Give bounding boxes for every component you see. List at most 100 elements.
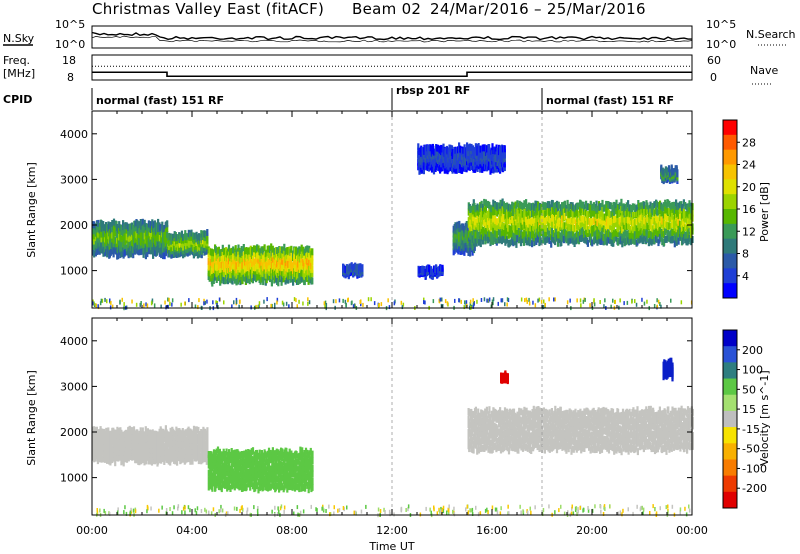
ground-scatter-cell — [442, 505, 445, 510]
echo-cell — [290, 252, 293, 260]
echo-cell — [311, 277, 314, 285]
echo-cell — [181, 430, 185, 438]
echo-cell — [667, 209, 670, 216]
echo-cell — [138, 447, 141, 455]
echo-cell — [567, 217, 570, 225]
echo-cell — [554, 238, 557, 246]
echo-cell — [606, 205, 610, 213]
colorbar-tick-label: 20 — [742, 181, 756, 194]
echo-cell — [671, 235, 674, 243]
echo-cell — [436, 153, 440, 161]
echo-cell — [166, 220, 169, 228]
echo-cell — [593, 217, 596, 225]
echo-cell — [155, 233, 158, 241]
echo-cell — [643, 209, 646, 217]
ground-scatter-cell — [473, 302, 475, 307]
echo-cell — [557, 236, 560, 244]
echo-cell — [100, 220, 103, 228]
ground-scatter-cell — [500, 506, 502, 511]
echo-cell — [114, 459, 117, 467]
echo-cell — [166, 225, 169, 232]
echo-cell — [451, 164, 454, 172]
echo-cell — [163, 448, 166, 456]
echo-cell — [575, 222, 579, 230]
echo-cell — [484, 221, 487, 228]
echo-cell — [181, 444, 185, 452]
echo-cell — [588, 203, 591, 211]
echo-cell — [534, 234, 537, 242]
echo-cell — [581, 219, 584, 227]
power-colorbar-label: Power [dB] — [758, 182, 771, 242]
ground-scatter-cell — [560, 504, 562, 509]
echo-cell — [673, 219, 676, 227]
ground-scatter-cell — [389, 512, 391, 517]
echo-cell — [308, 275, 311, 283]
echo-cell — [667, 165, 671, 173]
echo-cell — [526, 233, 530, 241]
echo-cell — [421, 155, 424, 163]
echo-cell — [533, 211, 536, 219]
echo-cell — [229, 254, 232, 262]
echo-cell — [211, 279, 214, 287]
echo-cell — [532, 216, 535, 224]
echo-cell — [502, 223, 506, 230]
echo-cell — [625, 209, 628, 217]
ground-scatter-cell — [659, 302, 661, 306]
echo-cell — [260, 258, 263, 266]
echo-cell — [311, 265, 314, 273]
ground-scatter-cell — [506, 297, 509, 302]
echo-cell — [100, 246, 103, 254]
echo-cell — [496, 203, 499, 211]
echo-cell — [120, 458, 123, 466]
echo-cell — [260, 275, 263, 283]
echo-cell — [681, 237, 684, 245]
ground-scatter-cell — [571, 506, 573, 511]
echo-cell — [457, 166, 460, 173]
echo-cell — [492, 215, 495, 223]
echo-cell — [226, 451, 229, 459]
echo-cell — [151, 429, 154, 437]
echo-cell — [429, 144, 432, 152]
ground-scatter-cell — [188, 298, 190, 303]
echo-cell — [667, 223, 670, 230]
echo-cell — [467, 240, 470, 248]
echo-cell — [153, 457, 157, 465]
echo-cell — [516, 235, 519, 243]
echo-cell — [162, 239, 165, 247]
echo-cell — [573, 225, 576, 232]
echo-cell — [503, 145, 506, 153]
echo-cell — [222, 264, 225, 272]
ground-scatter-cell — [184, 510, 186, 515]
echo-cell — [143, 219, 146, 227]
echo-cell — [638, 231, 641, 239]
echo-cell — [239, 250, 242, 258]
ground-scatter-cell — [274, 505, 276, 510]
echo-cell — [235, 271, 238, 279]
echo-cell — [134, 247, 137, 255]
echo-cell — [668, 169, 672, 177]
freq-unit-label: [MHz] — [3, 67, 35, 80]
echo-cell — [109, 431, 112, 439]
echo-cell — [180, 240, 183, 248]
echo-cell — [241, 268, 244, 276]
echo-cell — [420, 145, 423, 153]
echo-cell — [593, 230, 596, 238]
echo-cell — [109, 226, 112, 234]
ground-scatter-cell — [497, 301, 499, 306]
echo-cell — [572, 217, 575, 225]
echo-cell — [195, 242, 198, 250]
echo-cell — [222, 472, 225, 480]
ground-scatter-cell — [123, 302, 125, 307]
echo-cell — [128, 239, 131, 247]
echo-cell — [658, 233, 662, 241]
echo-cell — [609, 231, 612, 239]
ground-scatter-cell — [602, 512, 605, 516]
echo-cell — [678, 227, 682, 235]
echo-cell — [423, 152, 426, 160]
echo-cell — [155, 430, 158, 438]
echo-cell — [545, 216, 548, 224]
echo-cell — [262, 278, 265, 286]
echo-cell — [152, 236, 155, 244]
ground-scatter-cell — [131, 299, 133, 304]
